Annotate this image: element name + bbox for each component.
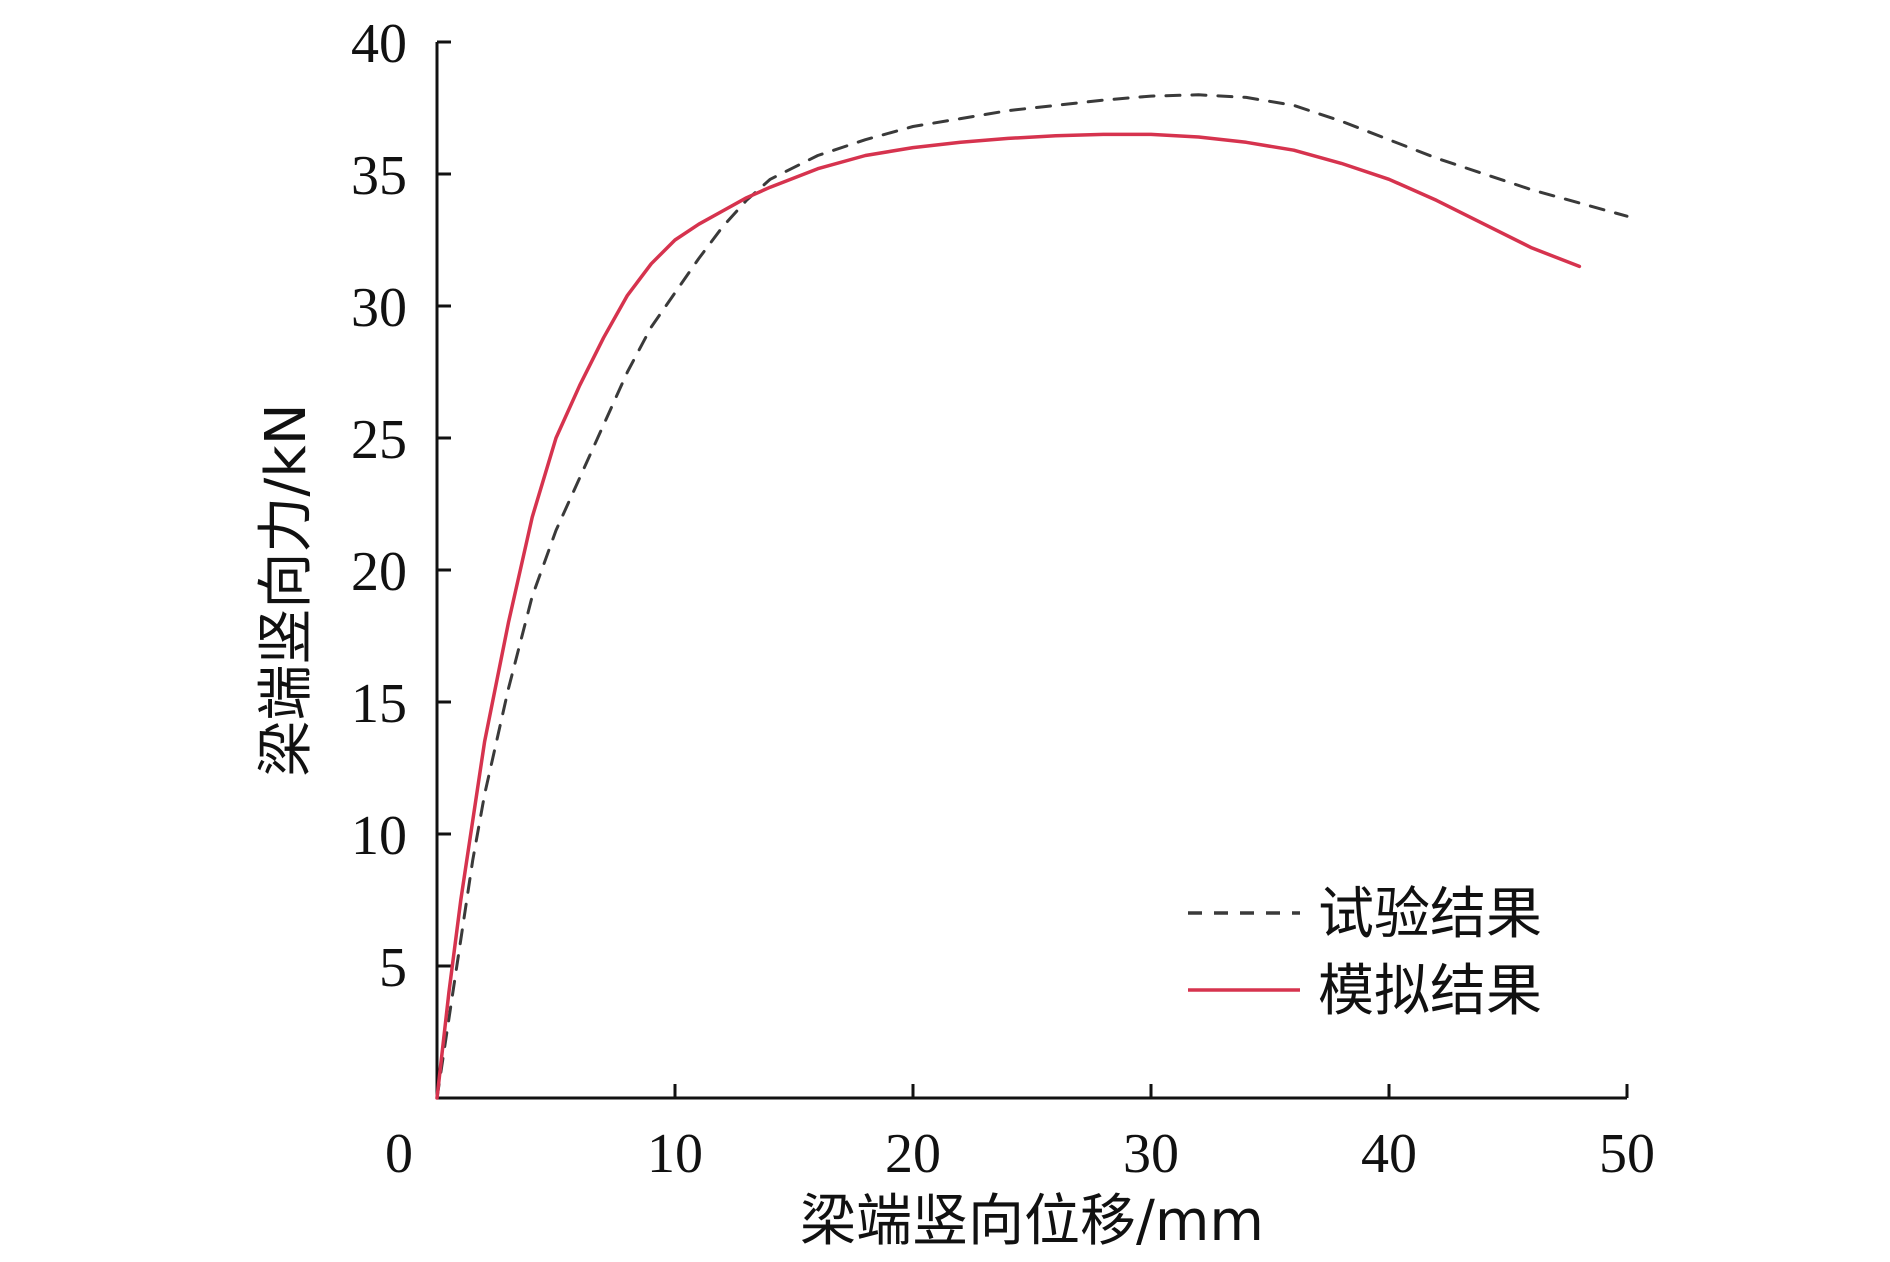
series-line-simulation-result (435, 132, 1582, 1100)
y-tick-label: 30 (351, 277, 407, 339)
series-line-test-result (435, 93, 1629, 1100)
series-layer (435, 93, 1629, 1100)
x-axis-title: 梁端竖向位移/mm (800, 1189, 1264, 1254)
x-tick-label: 10 (647, 1123, 703, 1185)
y-tick-label: 10 (351, 805, 407, 867)
y-tick-label: 25 (351, 409, 407, 471)
y-tick-label: 15 (351, 673, 407, 735)
y-axis-title: 梁端竖向力/kN (254, 403, 319, 776)
x-tick-label: 50 (1599, 1123, 1655, 1185)
y-tick-label: 5 (379, 937, 407, 999)
x-tick-label: 20 (885, 1123, 941, 1185)
legend-label-simulation-result: 模拟结果 (1318, 959, 1542, 1024)
y-tick-label: 35 (351, 145, 407, 207)
ticks: 0 10 20 30 40 50 5 10 15 20 25 30 35 40 (351, 13, 1655, 1185)
y-tick-label: 40 (351, 13, 407, 75)
x-tick-label: 40 (1361, 1123, 1417, 1185)
x-tick-label: 30 (1123, 1123, 1179, 1185)
legend: 试验结果 模拟结果 (1188, 882, 1542, 1024)
x-tick-label: 0 (385, 1123, 413, 1185)
y-tick-label: 20 (351, 541, 407, 603)
legend-label-test-result: 试验结果 (1318, 882, 1542, 947)
